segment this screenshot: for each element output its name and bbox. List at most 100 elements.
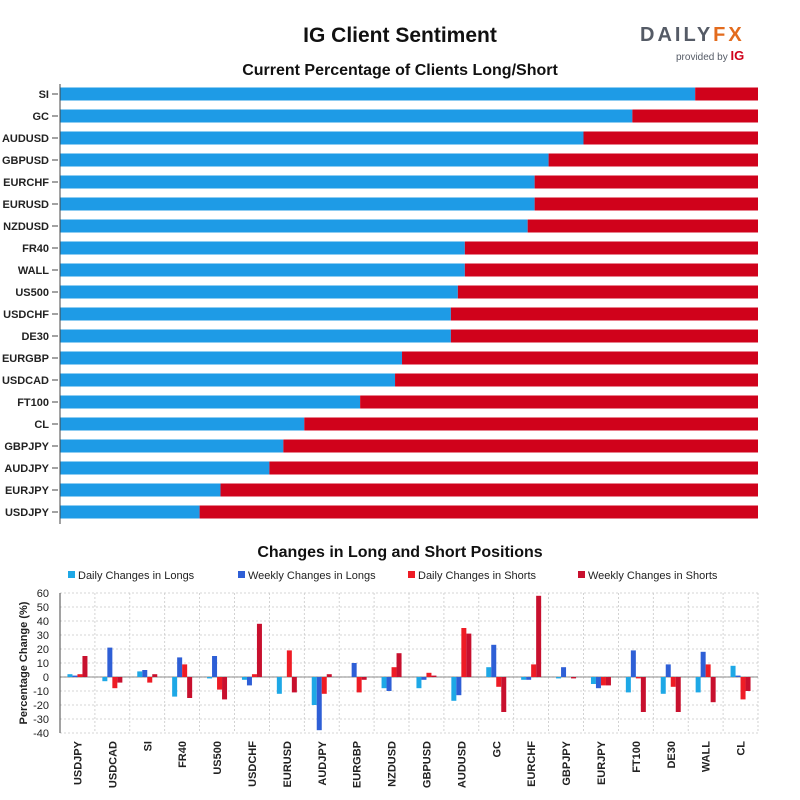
change-bar — [466, 633, 472, 677]
category-label: US500 — [15, 287, 49, 299]
change-bar — [142, 670, 148, 677]
change-bar — [491, 644, 497, 677]
x-tick-label: USDCAD — [107, 741, 119, 788]
long-bar — [60, 153, 549, 167]
y-tick-label: 50 — [37, 602, 49, 614]
change-bar — [745, 677, 751, 691]
changes-chart-title: Changes in Long and Short Positions — [257, 544, 543, 561]
x-tick-label: GBPJPY — [561, 740, 573, 785]
short-bar — [464, 241, 758, 255]
y-tick-label: -30 — [33, 714, 49, 726]
change-bar — [660, 677, 666, 694]
short-bar — [283, 439, 758, 453]
short-bar — [395, 373, 758, 387]
long-bar — [60, 131, 584, 145]
sentiment-bar-chart: SI GC AUDUSD GBPUSD EURCHF EURUSD NZDUSD FR40 WA… — [2, 84, 759, 524]
x-tick-label: GBPUSD — [421, 741, 433, 788]
y-tick-label: -10 — [33, 686, 49, 698]
change-bar — [217, 677, 223, 690]
long-bar — [60, 395, 361, 409]
main-title: IG Client Sentiment — [303, 24, 497, 47]
short-bar — [304, 417, 758, 431]
short-bar — [695, 87, 758, 101]
category-label: USDJPY — [5, 507, 50, 519]
x-tick-label: USDCHF — [247, 741, 259, 787]
y-axis-label: Percentage Change (%) — [18, 601, 30, 724]
long-bar — [60, 329, 451, 343]
short-bar — [360, 395, 758, 409]
change-bar — [625, 677, 631, 693]
category-label: GC — [33, 111, 50, 123]
short-bar — [457, 285, 758, 299]
category-label: GBPJPY — [4, 441, 49, 453]
change-bar — [381, 677, 387, 689]
change-bar — [630, 650, 636, 677]
short-bar — [199, 505, 759, 519]
change-bar — [361, 677, 367, 680]
short-bar — [402, 351, 758, 365]
long-bar — [60, 109, 633, 123]
change-bar — [246, 677, 252, 686]
change-bar — [351, 663, 357, 677]
y-tick-label: 20 — [37, 644, 49, 656]
category-label: AUDUSD — [2, 133, 49, 145]
short-bar — [534, 175, 758, 189]
change-bar — [700, 651, 706, 677]
y-tick-label: 60 — [37, 588, 49, 600]
x-tick-label: EURCHF — [526, 741, 538, 787]
change-bar — [311, 677, 317, 705]
logo-word: DAILY — [640, 24, 714, 46]
y-tick-label: 40 — [37, 616, 49, 628]
long-bar — [60, 351, 403, 365]
x-tick-label: EURUSD — [282, 741, 294, 788]
change-bar — [222, 677, 228, 700]
x-tick-label: AUDJPY — [317, 740, 329, 785]
short-bar — [220, 483, 759, 497]
legend-swatch — [408, 571, 415, 578]
short-bar — [534, 197, 758, 211]
legend-swatch — [578, 571, 585, 578]
legend-swatch — [68, 571, 75, 578]
y-tick-label: -20 — [33, 700, 49, 712]
short-bar — [548, 153, 758, 167]
x-tick-label: WALL — [701, 741, 713, 772]
y-tick-label: -40 — [33, 728, 49, 740]
y-tick-label: 0 — [43, 672, 49, 684]
change-bar — [67, 674, 73, 677]
x-tick-label: EURGBP — [352, 741, 364, 788]
category-label: WALL — [18, 265, 49, 277]
change-bar — [286, 650, 292, 677]
category-label: FR40 — [22, 243, 49, 255]
change-bar — [635, 677, 641, 679]
change-bar — [77, 674, 83, 677]
change-bar — [486, 667, 492, 677]
short-bar — [269, 461, 758, 475]
change-bar — [536, 595, 542, 677]
short-bar — [583, 131, 758, 145]
change-bar — [386, 677, 392, 691]
long-bar — [60, 439, 284, 453]
change-bar — [172, 677, 178, 697]
change-bar — [137, 671, 143, 677]
change-bar — [426, 672, 432, 677]
legend-label: Daily Changes in Longs — [78, 570, 195, 582]
x-tick-label: USDJPY — [72, 740, 84, 785]
change-bar — [112, 677, 118, 689]
change-bar — [72, 675, 78, 677]
change-bar — [571, 677, 577, 679]
change-bar — [531, 664, 537, 677]
long-bar — [60, 219, 528, 233]
change-bar — [740, 677, 746, 700]
x-tick-label: FT100 — [631, 741, 643, 773]
category-label: GBPUSD — [2, 155, 49, 167]
change-bar — [665, 664, 671, 677]
change-bar — [82, 656, 88, 677]
change-bar — [391, 667, 397, 677]
category-label: FT100 — [17, 397, 49, 409]
change-bar — [705, 664, 711, 677]
category-label: SI — [39, 89, 49, 101]
category-label: EURJPY — [5, 485, 50, 497]
change-bar — [710, 677, 716, 703]
change-bar — [456, 677, 462, 696]
change-bar — [590, 677, 596, 684]
